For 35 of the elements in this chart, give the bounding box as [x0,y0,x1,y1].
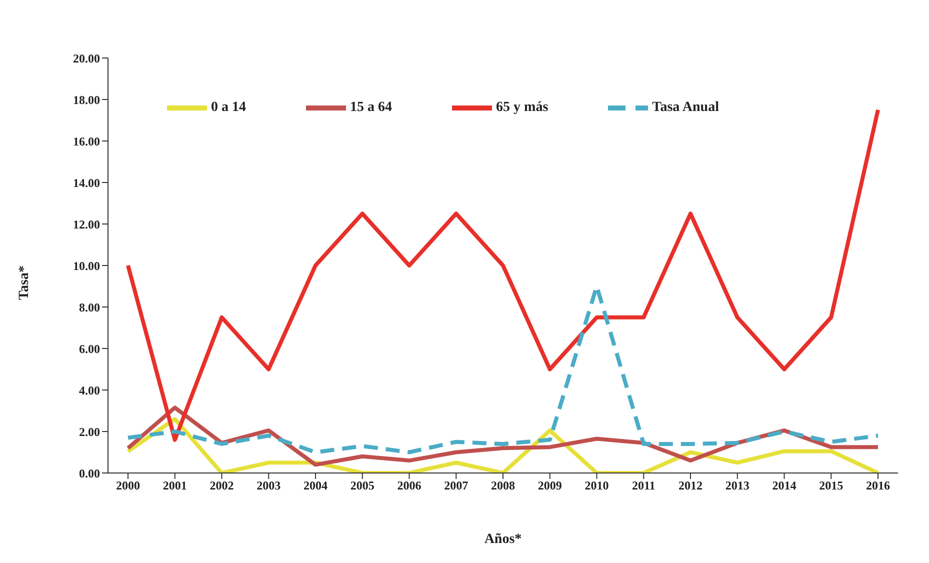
x-tick-label: 2001 [162,478,187,493]
y-tick-label: 20.00 [73,51,100,66]
y-tick-label: 18.00 [73,92,100,107]
x-tick-label: 2002 [210,478,234,493]
x-tick-label: 2010 [584,478,609,493]
y-axis-title: Tasa* [16,266,32,300]
legend-label: 0 a 14 [211,100,246,116]
y-tick-label: 10.00 [73,258,100,273]
y-tick-label: 8.00 [79,300,100,314]
y-tick-label: 12.00 [73,217,100,232]
y-tick-label: 4.00 [79,383,100,398]
x-tick-label: 2008 [491,478,515,493]
x-tick-label: 2000 [116,478,140,493]
y-tick-label: 6.00 [79,342,100,356]
y-tick-label: 14.00 [73,176,100,190]
x-tick-label: 2009 [538,478,562,493]
x-tick-label: 2013 [725,478,750,493]
x-tick-label: 2003 [256,478,281,493]
x-tick-label: 2005 [350,478,374,493]
x-axis-title: Años* [484,532,522,547]
x-tick-label: 2007 [444,478,468,493]
legend-label: 65 y más [496,100,548,116]
x-tick-label: 2011 [632,478,656,493]
x-tick-label: 2014 [772,478,796,493]
line-series [126,417,880,473]
x-tick-label: 2006 [397,478,422,493]
legend-label: Tasa Anual [652,100,719,116]
legend-label: 15 a 64 [350,100,392,116]
x-tick-label: 2015 [819,478,844,493]
x-tick-label: 2012 [678,478,702,493]
y-tick-label: 2.00 [79,424,100,439]
y-tick-label: 16.00 [73,134,100,148]
x-tick-label: 2004 [304,478,328,493]
y-tick-label: 0.00 [79,466,100,480]
x-tick-label: 2016 [866,478,890,493]
